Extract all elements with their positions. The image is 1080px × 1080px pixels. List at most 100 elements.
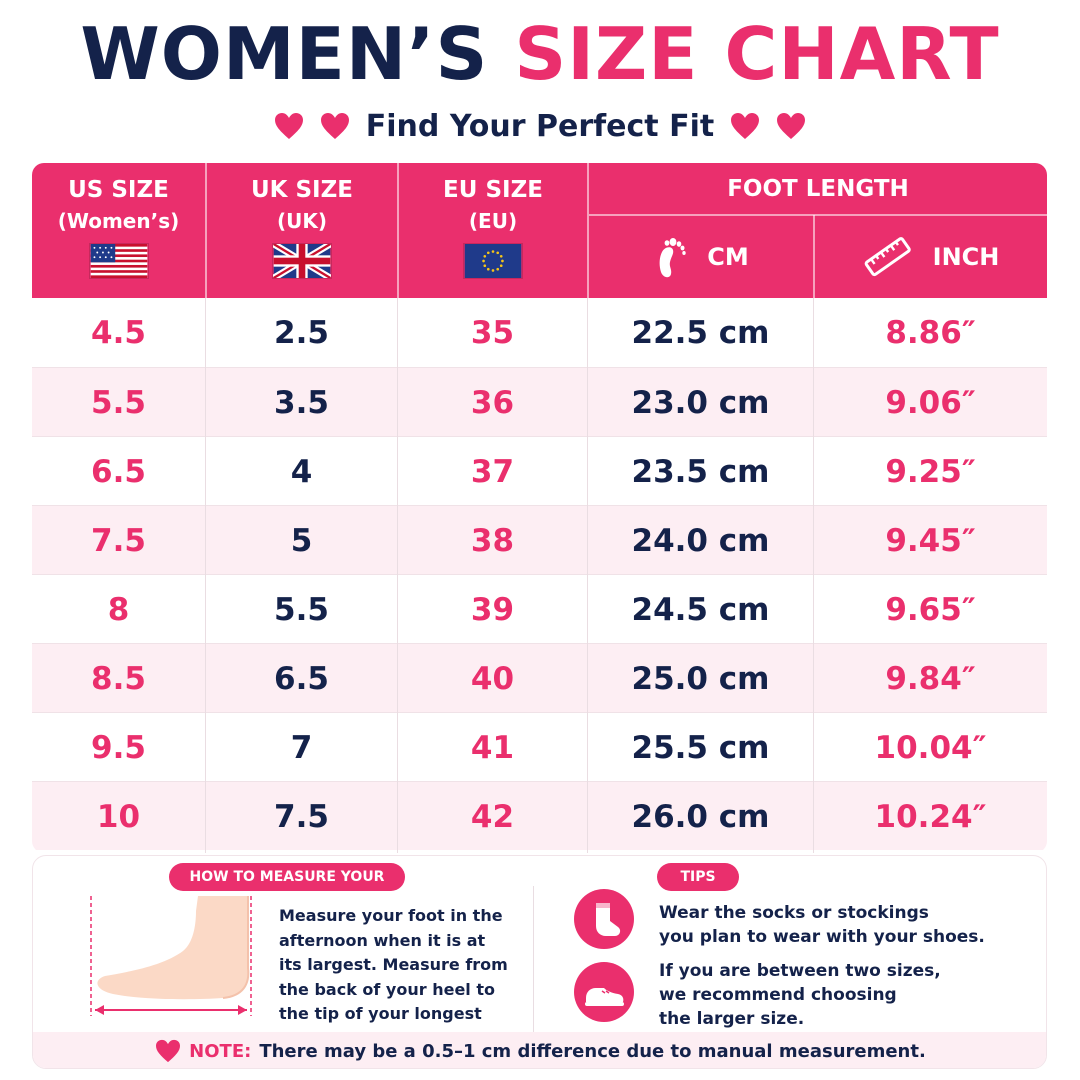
table-row: 6.5 4 37 23.5 cm 9.25″	[32, 436, 1047, 505]
panel-divider	[533, 886, 534, 1036]
note-label: NOTE:	[189, 1040, 252, 1062]
tip-line: you plan to wear with your shoes.	[659, 927, 985, 947]
measure-heading: HOW TO MEASURE YOUR FOOT	[169, 863, 405, 913]
page-title: WOMEN’S SIZE CHART	[0, 12, 1080, 96]
cell-cm: 23.5 cm	[631, 453, 770, 490]
table-row: 8 5.5 39 24.5 cm 9.65″	[32, 574, 1047, 643]
note-bar: NOTE: There may be a 0.5–1 cm difference…	[33, 1032, 1046, 1068]
size-table: US SIZE (Women’s) UK SIZE (UK)	[32, 163, 1047, 853]
title-part-1: WOMEN’S	[80, 12, 489, 96]
header-inch: INCH	[815, 215, 1047, 298]
tip-line: Wear the socks or stockings	[659, 903, 929, 923]
header-eu-subtitle: (EU)	[468, 209, 518, 233]
measure-line: Measure your foot in the	[279, 906, 503, 925]
cell-us: 4.5	[91, 314, 146, 351]
uk-flag-icon	[272, 243, 332, 279]
ruler-icon	[864, 236, 911, 276]
cell-inch: 9.45″	[885, 522, 976, 559]
header-eu-title: EU SIZE	[443, 177, 543, 203]
table-row: 9.5 7 41 25.5 cm 10.04″	[32, 712, 1047, 781]
header-foot-length: FOOT LENGTH	[589, 163, 1047, 215]
cell-cm: 25.5 cm	[631, 729, 770, 766]
cell-us: 9.5	[91, 729, 146, 766]
measure-line: the back of your heel to	[279, 979, 495, 999]
header-us-size: US SIZE (Women’s)	[32, 163, 205, 298]
header-us-title: US SIZE	[68, 177, 169, 203]
cell-uk: 4	[290, 453, 313, 490]
cell-inch: 10.04″	[874, 729, 987, 766]
cell-cm: 22.5 cm	[631, 314, 770, 351]
header-cm-label: CM	[707, 242, 749, 271]
heart-icon	[731, 113, 760, 139]
cell-eu: 38	[470, 522, 515, 559]
table-row: 7.5 5 38 24.0 cm 9.45″	[32, 505, 1047, 574]
cell-inch: 9.06″	[885, 384, 976, 421]
table-row: 5.5 3.5 36 23.0 cm 9.06″	[32, 367, 1047, 436]
header-us-subtitle: (Women’s)	[57, 209, 180, 233]
cell-us: 8.5	[91, 660, 146, 697]
cell-eu: 42	[470, 798, 515, 835]
header-eu-size: EU SIZE (EU)	[399, 163, 587, 298]
cell-inch: 9.25″	[885, 453, 976, 490]
us-flag-icon	[88, 243, 149, 279]
cell-uk: 2.5	[274, 314, 329, 351]
header-inch-label: INCH	[932, 242, 1000, 271]
tip-line: the larger size.	[659, 1009, 805, 1029]
cell-us: 8	[107, 591, 130, 628]
cell-uk: 6.5	[274, 660, 329, 697]
heart-icon	[777, 113, 806, 139]
tips-heading: TIPS	[657, 863, 739, 891]
header-uk-title: UK SIZE	[250, 177, 354, 203]
foot-measure-icon	[90, 896, 252, 1016]
cell-us: 6.5	[91, 453, 146, 490]
cell-eu: 41	[470, 729, 515, 766]
cell-eu: 36	[470, 384, 515, 421]
cell-uk: 5	[290, 522, 313, 559]
title-part-2: SIZE CHART	[514, 12, 1000, 96]
cell-inch: 10.24″	[874, 798, 987, 835]
subtitle-text: Find Your Perfect Fit	[365, 108, 715, 144]
table-row: 8.5 6.5 40 25.0 cm 9.84″	[32, 643, 1047, 712]
measure-instructions: Measure your foot in the afternoon when …	[279, 904, 509, 1051]
tip-line: If you are between two sizes,	[659, 961, 941, 981]
table-header: US SIZE (Women’s) UK SIZE (UK)	[32, 163, 1047, 298]
subtitle-row: Find Your Perfect Fit	[0, 104, 1080, 148]
cell-inch: 9.84″	[885, 660, 976, 697]
header-uk-size: UK SIZE (UK)	[207, 163, 397, 298]
cell-us: 7.5	[91, 522, 146, 559]
cell-cm: 24.5 cm	[631, 591, 770, 628]
cell-uk: 7.5	[274, 798, 329, 835]
shoe-icon	[574, 962, 634, 1022]
measure-line: its largest. Measure from	[279, 955, 508, 974]
table-row: 4.5 2.5 35 22.5 cm 8.86″	[32, 298, 1047, 367]
cell-cm: 26.0 cm	[631, 798, 770, 835]
tip-between-sizes: If you are between two sizes, we recomme…	[659, 959, 1019, 1031]
footprint-icon	[659, 237, 686, 277]
heart-icon	[156, 1039, 181, 1063]
sock-icon	[574, 889, 634, 949]
tip-socks: Wear the socks or stockings you plan to …	[659, 901, 1019, 949]
cell-us: 5.5	[91, 384, 146, 421]
cell-eu: 39	[470, 591, 515, 628]
cell-eu: 35	[470, 314, 515, 351]
header-uk-subtitle: (UK)	[276, 209, 328, 233]
cell-cm: 23.0 cm	[631, 384, 770, 421]
cell-us: 10	[96, 798, 141, 835]
eu-flag-icon	[463, 243, 523, 279]
header-foot-length-title: FOOT LENGTH	[727, 176, 909, 202]
cell-eu: 37	[470, 453, 515, 490]
cell-inch: 8.86″	[885, 314, 976, 351]
cell-cm: 25.0 cm	[631, 660, 770, 697]
cell-cm: 24.0 cm	[631, 522, 770, 559]
info-panel: HOW TO MEASURE YOUR FOOT Measure your fo…	[32, 855, 1047, 1069]
measure-line: afternoon when it is at	[279, 930, 486, 950]
cell-uk: 3.5	[274, 384, 329, 421]
cell-inch: 9.65″	[885, 591, 976, 628]
header-cm: CM	[589, 215, 813, 298]
table-row: 10 7.5 42 26.0 cm 10.24″	[32, 781, 1047, 850]
heart-icon	[274, 113, 303, 139]
cell-uk: 5.5	[274, 591, 329, 628]
heart-icon	[320, 113, 349, 139]
tip-line: we recommend choosing	[659, 985, 897, 1005]
cell-eu: 40	[470, 660, 515, 697]
